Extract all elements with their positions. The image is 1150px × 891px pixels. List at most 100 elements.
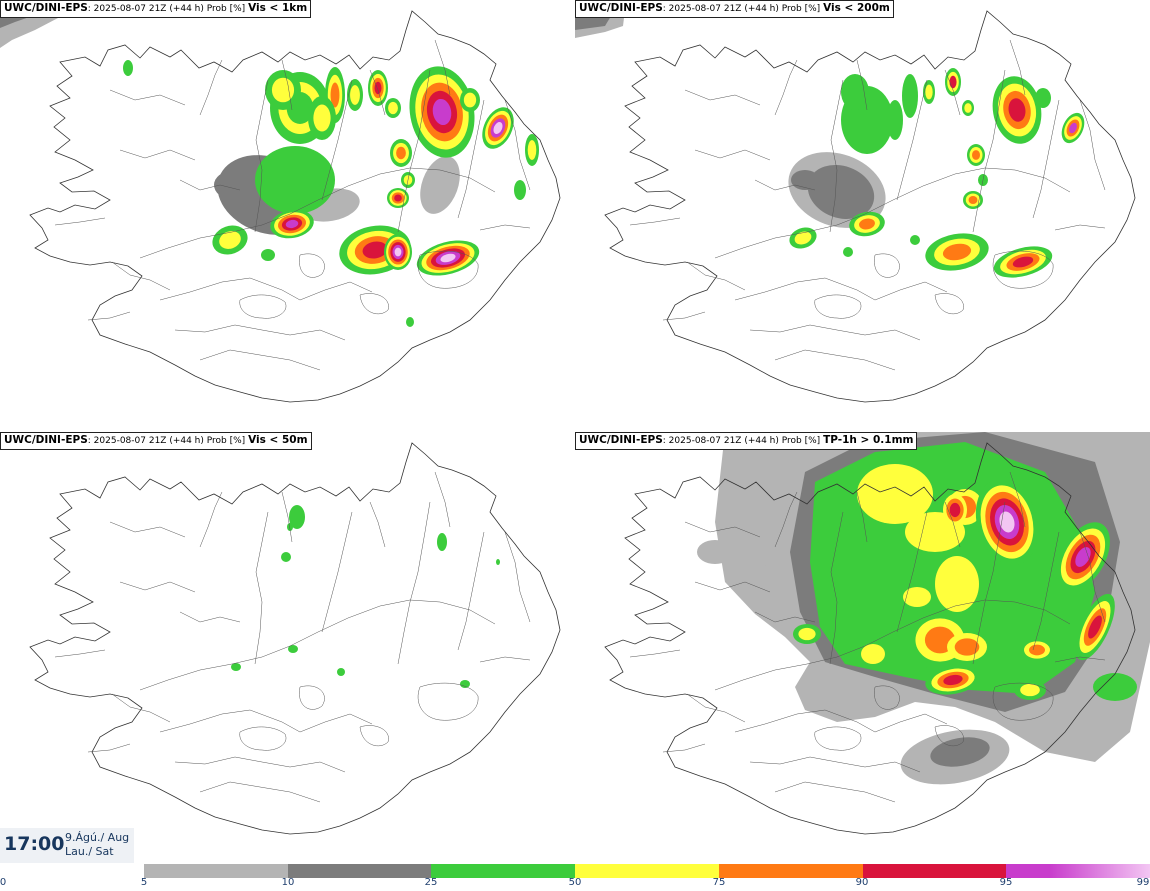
coastline-layer	[29, 10, 561, 403]
boundary-line	[159, 709, 373, 733]
probability-blob	[1093, 673, 1137, 701]
probability-blob	[1069, 122, 1077, 134]
probability-blob	[1029, 644, 1045, 656]
probability-blob	[514, 180, 526, 200]
map-panel-vis-50m: UWC/DINI-EPS: 2025-08-07 21Z (+44 h) Pro…	[0, 432, 575, 864]
boundary-line	[662, 311, 706, 321]
iceland-coastline	[604, 10, 1136, 403]
probability-field	[575, 10, 1085, 278]
probability-blob	[859, 218, 875, 230]
probability-blob	[943, 674, 963, 686]
probability-blob	[289, 505, 305, 529]
probability-blob	[440, 253, 456, 263]
boundary-line	[479, 656, 531, 663]
boundary-line	[457, 99, 485, 219]
boundary-line	[159, 277, 373, 301]
probability-blob	[420, 156, 460, 214]
probability-blob	[954, 638, 980, 656]
boundary-line	[684, 521, 761, 538]
probability-blob	[968, 196, 978, 204]
colorbar-band	[862, 864, 1007, 878]
probability-blob	[1035, 88, 1051, 108]
probability-blob	[794, 231, 812, 245]
map-panel-tp1h: UWC/DINI-EPS: 2025-08-07 21Z (+44 h) Pro…	[575, 432, 1150, 864]
panel-title: UWC/DINI-EPS: 2025-08-07 21Z (+44 h) Pro…	[575, 432, 918, 450]
valid-time-date: 9.Ágú./ Aug Lau./ Sat	[65, 831, 129, 859]
probability-field	[697, 432, 1150, 785]
boundary-line	[111, 261, 171, 291]
boundary-line	[749, 324, 921, 341]
boundary-line	[434, 471, 451, 528]
boundary-line	[934, 293, 964, 315]
probability-blob	[949, 75, 957, 89]
boundary-line	[87, 311, 131, 321]
boundary-line	[321, 511, 353, 633]
valid-time-box: 17:00 9.Ágú./ Aug Lau./ Sat	[0, 828, 134, 863]
panel-info: 2025-08-07 21Z (+44 h) Prob [%]	[668, 436, 821, 446]
map-tp1h	[604, 432, 1150, 835]
map-vis-1km	[0, 0, 561, 403]
boundary-line	[397, 501, 431, 665]
panel-source: UWC/DINI-EPS	[4, 434, 88, 446]
boundary-line	[896, 79, 928, 201]
probability-blob	[697, 540, 733, 564]
iceland-coastline	[29, 442, 561, 835]
boundary-line	[944, 69, 961, 116]
boundary-line	[1032, 99, 1060, 219]
probability-blob	[123, 60, 133, 76]
probability-blob	[887, 100, 903, 140]
probability-blob	[219, 231, 241, 249]
boundary-line	[369, 501, 386, 548]
boundary-line	[239, 726, 287, 751]
probability-blob	[575, 16, 611, 30]
boundary-line	[774, 781, 896, 803]
panel-source: UWC/DINI-EPS	[579, 2, 663, 14]
boundary-line	[662, 743, 706, 753]
boundary-line	[1079, 99, 1106, 191]
probability-blob	[843, 247, 853, 257]
colorbar-band	[1006, 864, 1150, 878]
probability-blob	[1008, 98, 1026, 122]
boundary-line	[254, 511, 269, 665]
boundary-line	[299, 685, 325, 710]
colorbar-tick-label: 99	[1136, 877, 1150, 888]
boundary-line	[111, 693, 171, 723]
boundary-line	[774, 349, 896, 371]
boundary-line	[874, 253, 900, 278]
boundary-line	[694, 581, 771, 593]
boundary-line	[119, 149, 196, 161]
boundary-line	[281, 59, 293, 111]
boundary-line	[504, 99, 531, 191]
probability-blob	[1088, 615, 1102, 639]
coastline-layer	[29, 442, 561, 835]
probability-blob	[861, 644, 885, 664]
probability-blob	[388, 101, 398, 115]
boundary-line	[944, 501, 961, 548]
iceland-coastline	[604, 442, 1136, 835]
boundary-line	[417, 250, 479, 289]
boundary-line	[321, 79, 353, 201]
boundary-line	[199, 349, 321, 371]
boundary-line	[1032, 531, 1060, 651]
boundary-line	[359, 725, 389, 747]
probability-blob	[394, 194, 402, 202]
boundary-line	[174, 324, 346, 341]
panel-variable: Vis < 1km	[248, 2, 308, 14]
boundary-line	[1079, 531, 1106, 623]
probability-blob	[527, 140, 537, 160]
boundary-line	[434, 39, 451, 96]
colorbar-tick-label: 90	[855, 877, 869, 888]
probability-blob	[288, 645, 298, 653]
panel-variable: Vis < 200m	[823, 2, 890, 14]
boundary-line	[479, 224, 531, 231]
boundary-line	[754, 179, 816, 191]
iceland-coastline	[29, 10, 561, 403]
colorbar-band	[287, 864, 432, 878]
probability-blob	[949, 502, 961, 518]
map-vis-200m	[575, 10, 1136, 403]
valid-weekday: Lau./ Sat	[65, 845, 114, 858]
boundary-line	[896, 511, 928, 633]
boundary-line	[54, 649, 106, 658]
boundary-line	[829, 79, 844, 233]
boundary-line	[1054, 224, 1106, 231]
